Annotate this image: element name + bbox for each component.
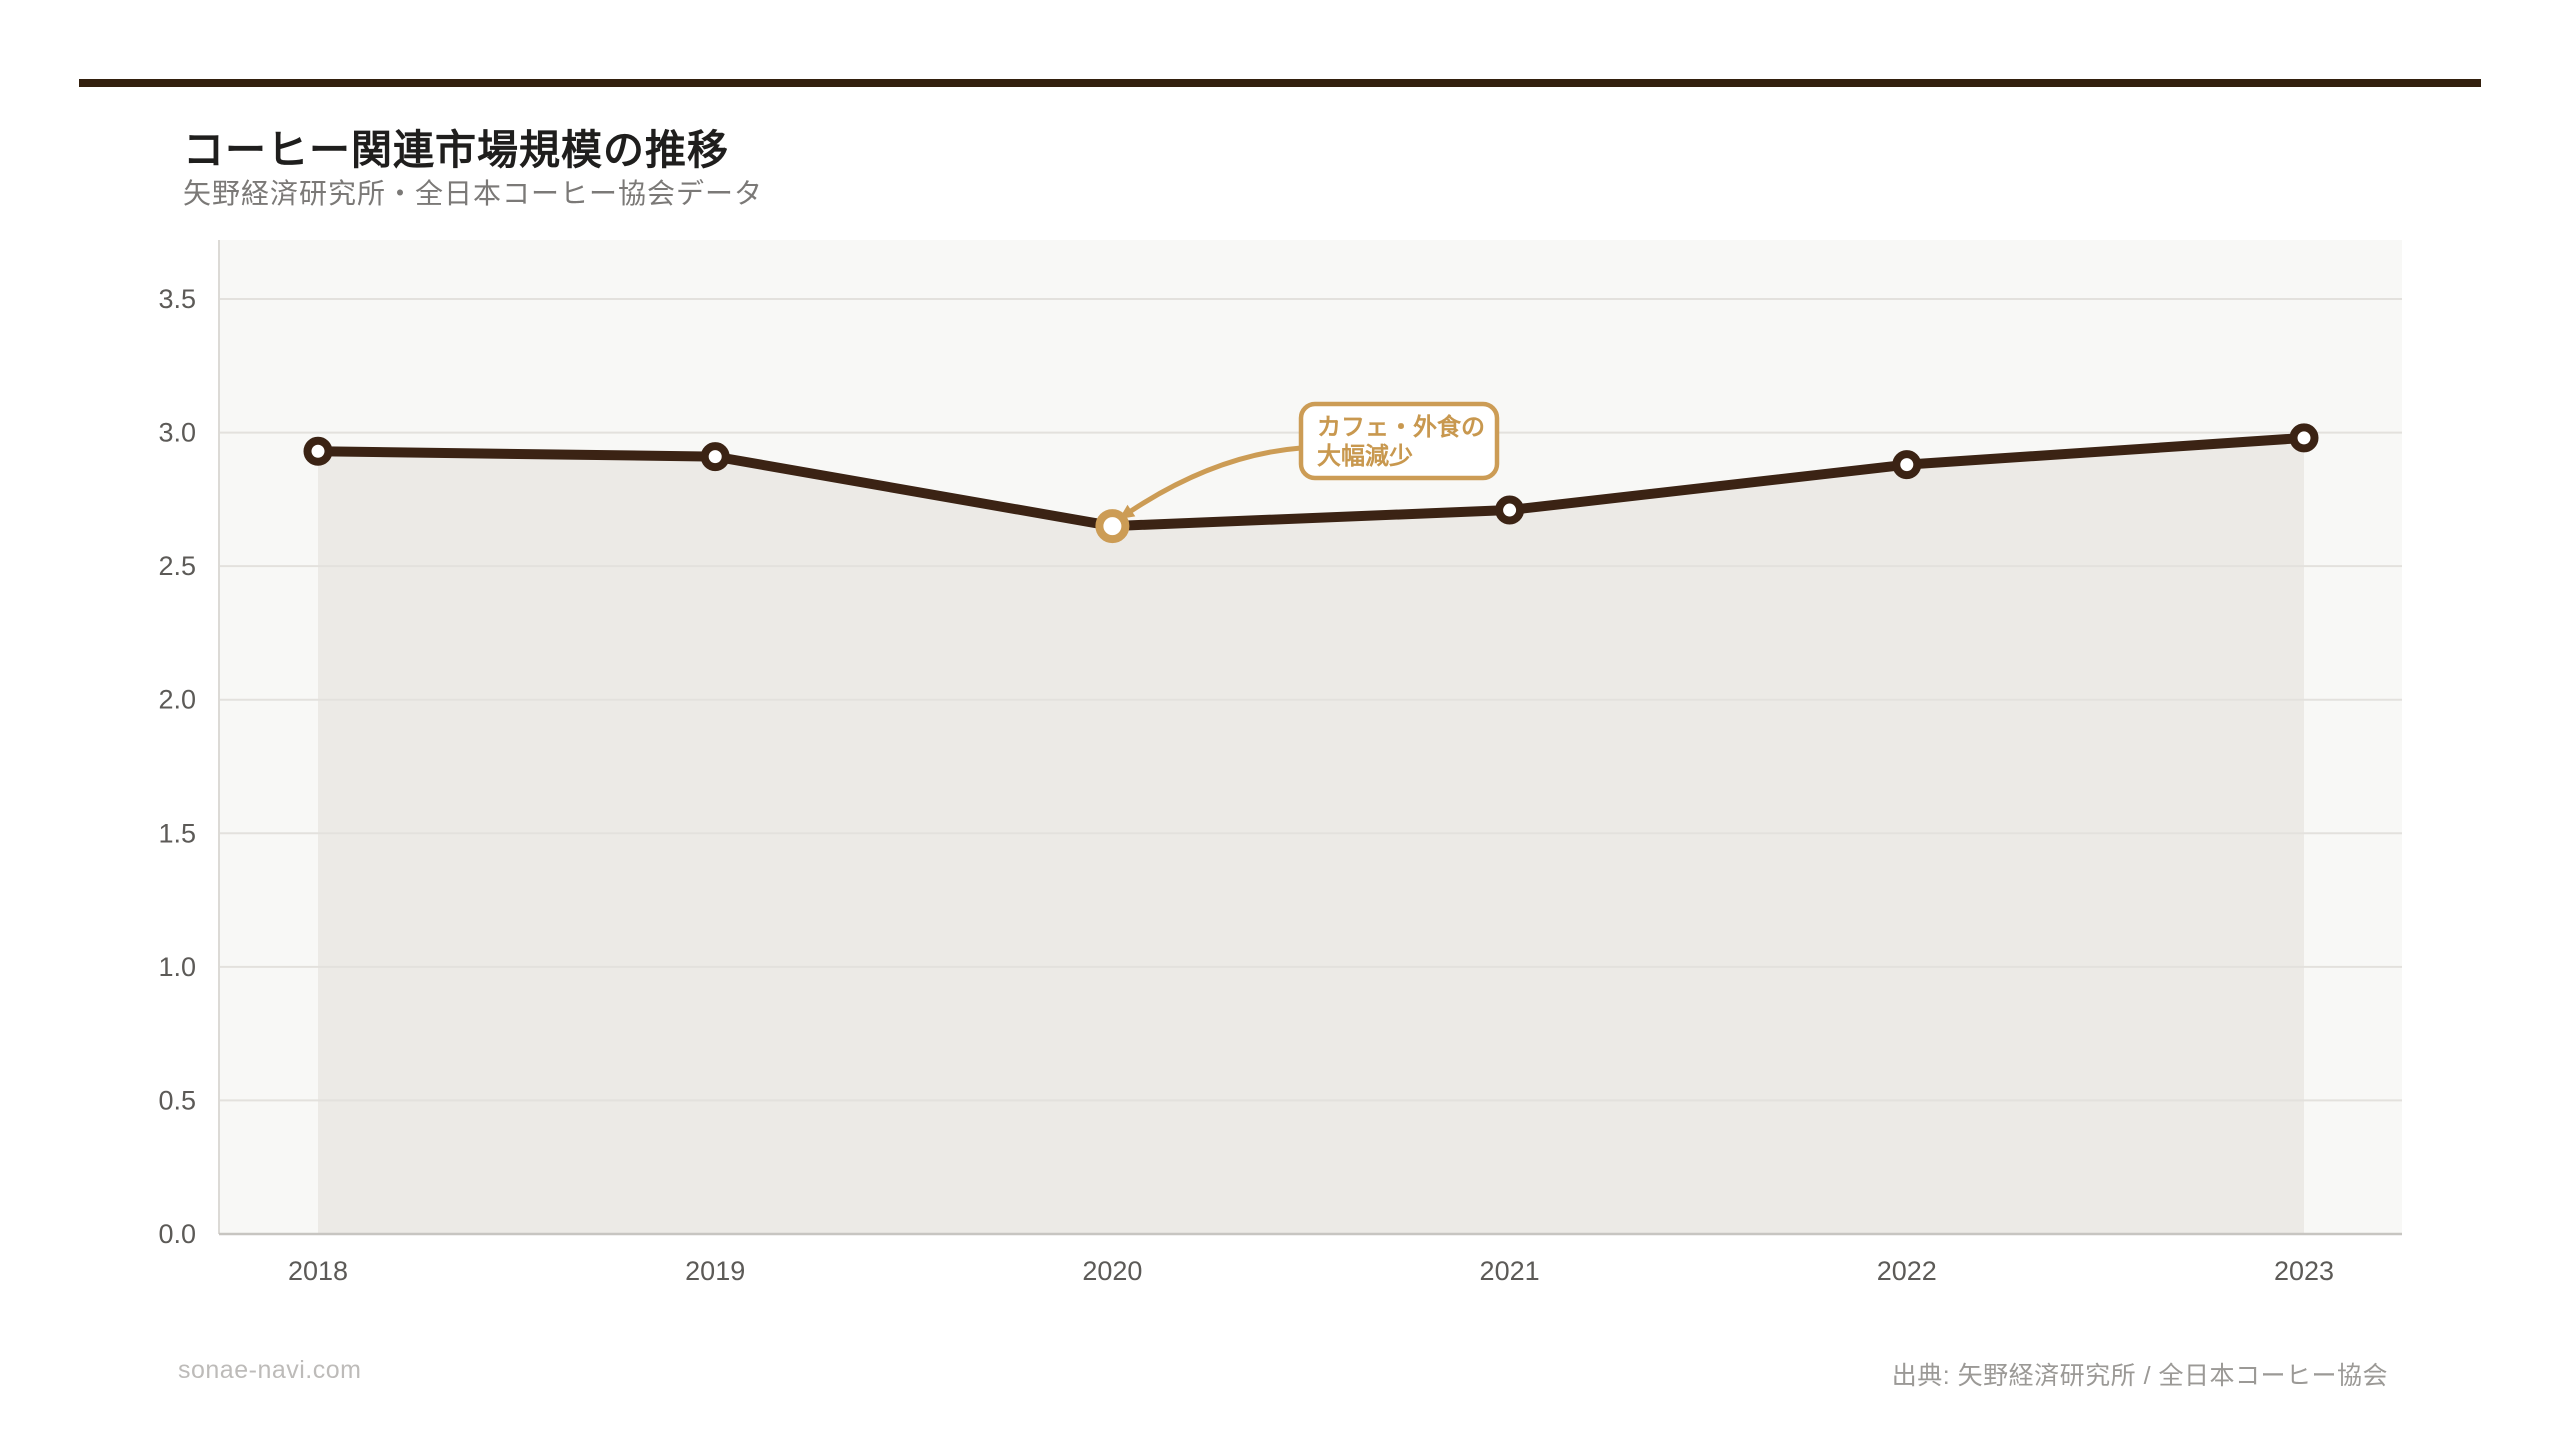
data-point-2018: [303, 436, 333, 466]
data-point-2019: [700, 442, 730, 472]
x-tick-label: 2018: [288, 1256, 348, 1286]
y-tick-label: 0.0: [158, 1219, 196, 1249]
annotation-connector: [1122, 445, 1304, 518]
annotation-box: [1298, 401, 1500, 481]
annotation-text-line: カフェ・外食の: [1317, 413, 1485, 441]
y-tick-label: 0.5: [158, 1085, 196, 1115]
x-tick-label: 2020: [1082, 1256, 1142, 1286]
highlighted-data-point-2020: [1095, 509, 1130, 544]
y-tick-label: 2.5: [158, 551, 196, 581]
annotation-arrow-icon: [1119, 504, 1136, 519]
data-line: [313, 432, 2309, 532]
y-tick-label: 3.0: [158, 418, 196, 448]
data-point-2023: [2289, 423, 2319, 453]
y-tick-label: 2.0: [158, 685, 196, 715]
accent-bar: [79, 79, 2481, 87]
area-fill: [318, 437, 2304, 1234]
source-note: 出典: 矢野経済研究所 / 全日本コーヒー協会: [1891, 1362, 2388, 1390]
x-tick-label: 2021: [1480, 1256, 1540, 1286]
x-tick-label: 2022: [1877, 1256, 1937, 1286]
page-subtitle: 矢野経済研究所・全日本コーヒー協会データ: [183, 178, 764, 209]
x-tick-label: 2019: [685, 1256, 745, 1286]
annotation-text-line: 大幅減少: [1317, 443, 1413, 470]
watermark: sonae-navi.com: [178, 1356, 362, 1384]
page-title: コーヒー関連市場規模の推移: [183, 127, 729, 173]
y-tick-label: 1.0: [158, 952, 196, 982]
y-tick-label: 3.5: [158, 284, 196, 314]
x-tick-label: 2023: [2274, 1256, 2334, 1286]
data-point-2022: [1892, 450, 1922, 480]
y-tick-label: 1.5: [158, 818, 196, 848]
data-point-2021: [1495, 495, 1525, 525]
